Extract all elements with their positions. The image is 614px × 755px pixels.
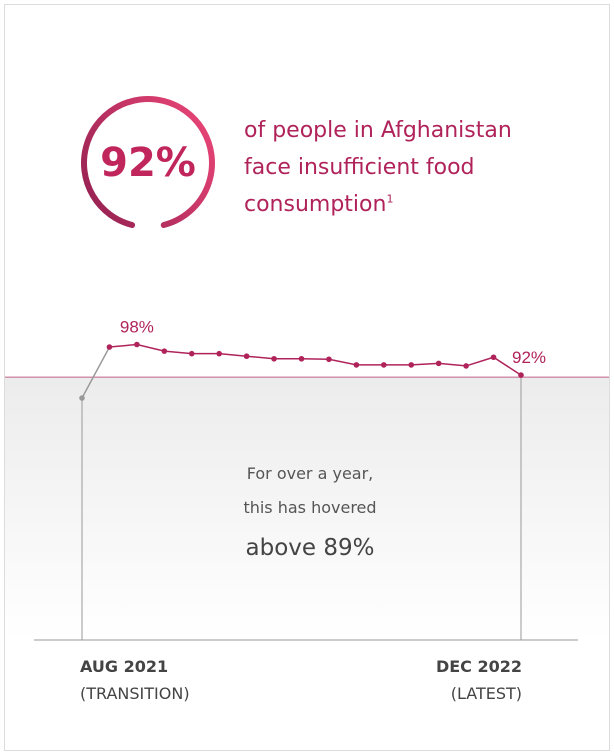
series-segment-transition	[81, 346, 111, 399]
headline-description: of people in Afghanistan face insufficie…	[244, 112, 584, 223]
footnote-marker: 1	[386, 192, 394, 206]
series-line	[109, 343, 522, 376]
shaded-area	[5, 377, 609, 640]
x-end-label-text: DEC 2022	[435, 657, 522, 676]
data-point	[408, 362, 415, 368]
headline-percentage: 92%	[100, 140, 196, 186]
data-point	[106, 344, 113, 350]
data-point	[490, 354, 497, 361]
latest-value-label: 92%	[512, 348, 546, 367]
data-point	[518, 372, 524, 378]
data-point	[134, 341, 140, 348]
caption-line-2: this has hovered	[243, 498, 377, 517]
headline-line-2: face insufficient food	[244, 155, 475, 180]
data-point	[326, 356, 332, 363]
peak-value-label: 98%	[120, 318, 154, 337]
data-point	[243, 353, 250, 360]
data-point	[271, 355, 277, 362]
x-start-label-text: AUG 2021	[80, 657, 169, 676]
headline-line-3-text: consumption	[244, 192, 387, 217]
x-start-sublabel: (TRANSITION)	[80, 684, 190, 703]
data-point	[435, 360, 442, 367]
x-end-sublabel: (LATEST)	[450, 684, 522, 703]
data-point	[381, 362, 387, 368]
data-point	[79, 395, 85, 401]
data-point	[188, 350, 195, 357]
ring-arc	[81, 96, 215, 230]
data-point	[298, 355, 305, 362]
caption-line-1: For over a year,	[246, 464, 374, 483]
x-start-label: AUG 2021	[80, 657, 168, 676]
x-end-label: DEC 2022	[360, 657, 522, 676]
headline-line-3: consumption1	[244, 186, 584, 223]
caption-line-3: above 89%	[245, 535, 375, 561]
data-point	[161, 348, 168, 354]
percentage-ring	[81, 96, 215, 230]
headline-line-1: of people in Afghanistan	[244, 118, 512, 143]
data-point	[216, 350, 222, 357]
data-point	[463, 363, 469, 369]
data-point	[353, 362, 360, 368]
